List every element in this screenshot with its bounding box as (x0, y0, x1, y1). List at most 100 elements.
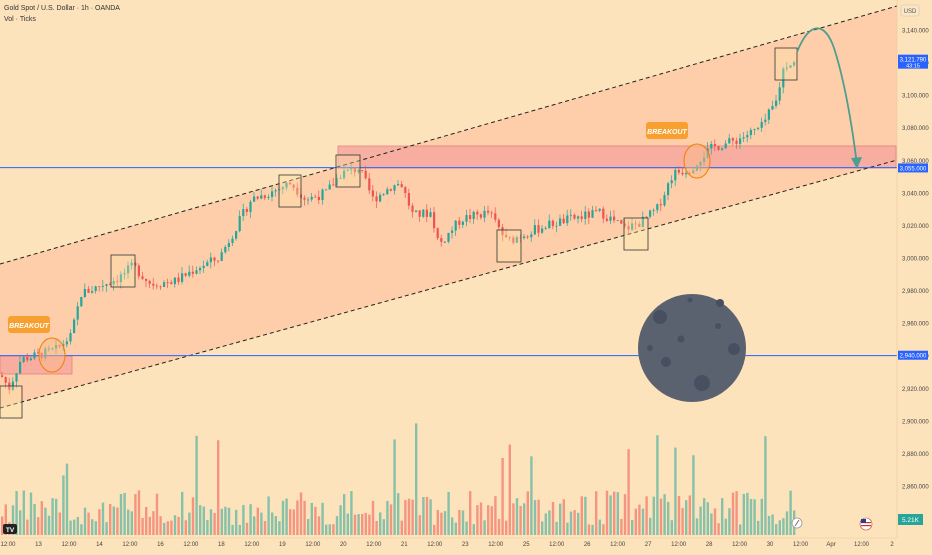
volume-bar (433, 524, 436, 535)
volume-bar (566, 522, 569, 535)
candle-body (346, 169, 349, 171)
channel-upper-line[interactable] (0, 5, 898, 265)
candle-body (785, 67, 788, 69)
candle-body (440, 238, 443, 242)
candle-body (382, 194, 385, 196)
time-tick-label: 12:00 (244, 542, 260, 548)
volume-bar (652, 496, 655, 535)
tradingview-logo-icon[interactable]: TV (3, 524, 17, 534)
volume-bar (724, 518, 727, 535)
volume-bar (195, 435, 198, 535)
candle-body (397, 184, 400, 186)
timer-icon[interactable] (791, 517, 803, 529)
candle-body (537, 225, 540, 233)
volume-bar (767, 515, 771, 535)
volume-bar (598, 519, 601, 535)
candle-body (317, 196, 320, 201)
candle-body (195, 270, 198, 274)
volume-tag: 5.21K (898, 514, 923, 525)
box-6 (623, 217, 649, 251)
volume-bar (317, 516, 321, 535)
candle-body (742, 137, 745, 139)
time-tick-label: 12:00 (305, 542, 321, 548)
candle-body (123, 273, 126, 275)
price-axis[interactable] (897, 0, 932, 550)
volume-bar (188, 512, 191, 535)
volume-bar (778, 520, 781, 535)
volume-bar (253, 516, 256, 535)
candle-body (767, 109, 770, 120)
volume-bar (497, 518, 501, 535)
price-tick-label: 3,020.000 (902, 224, 929, 230)
projection-arrow[interactable] (796, 27, 858, 166)
candle-body (274, 190, 277, 192)
candle-body (141, 276, 144, 279)
price-tick-label: 2,960.000 (902, 322, 929, 328)
volume-bar (789, 490, 792, 535)
chart-header: Gold Spot / U.S. Dollar · 1h · OANDA Vol… (4, 3, 120, 25)
volume-bar (166, 521, 169, 535)
volume-bar (537, 499, 540, 535)
volume-bar (447, 491, 450, 535)
volume-bar (760, 498, 763, 535)
volume-bar (274, 516, 277, 535)
candle-body (339, 178, 342, 179)
volume-bar (472, 524, 475, 535)
volume-bar (249, 504, 252, 535)
volume-bar (123, 492, 126, 535)
volume-bar (263, 521, 267, 535)
breakout-text-1: BREAKOUT (9, 323, 49, 330)
volume-bar (202, 506, 205, 535)
volume-bar (335, 516, 339, 535)
volume-bar (659, 498, 663, 535)
candle-body (483, 210, 486, 218)
candle-body (476, 211, 479, 215)
candle-body (530, 234, 533, 238)
volume-bar (310, 502, 313, 535)
volume-bar (44, 507, 47, 535)
candle-body (371, 190, 374, 197)
volume-bar (645, 496, 648, 535)
time-axis[interactable] (0, 538, 932, 550)
candle-body (206, 262, 209, 266)
candle-body (724, 143, 727, 149)
candle-body (249, 201, 252, 212)
volume-bar (415, 423, 418, 535)
us-flag-icon[interactable] (859, 517, 873, 531)
price-tick-label: 2,980.000 (902, 289, 929, 295)
volume-bar (422, 497, 425, 535)
candle-body (739, 138, 742, 144)
candle-body (659, 204, 662, 206)
candle-body (37, 352, 40, 354)
volume-bar (51, 498, 54, 535)
volume-bar (271, 512, 274, 535)
candle-body (83, 288, 86, 297)
currency-text: USD (904, 9, 917, 15)
volume-bar (731, 492, 735, 535)
candle-body (616, 220, 619, 222)
candle-body (209, 257, 212, 263)
volume-bar (551, 502, 555, 535)
candle-body (33, 352, 36, 359)
candle-body (584, 211, 587, 219)
candle-body (307, 199, 310, 201)
volume-bar (303, 500, 306, 535)
candle-body (760, 121, 763, 128)
candle-body (443, 241, 446, 243)
volume-bar (476, 505, 479, 535)
volume-bar (191, 497, 195, 535)
volume-bar (213, 512, 216, 535)
volume-bar (101, 502, 105, 535)
candle-body (746, 135, 749, 138)
candle-body (22, 356, 25, 362)
currency-badge[interactable]: USD (900, 4, 920, 17)
candle-body (479, 214, 482, 218)
volume-bar (220, 508, 223, 535)
candle-body (116, 281, 119, 283)
volume-bar (667, 501, 670, 535)
volume-bar (688, 495, 691, 535)
volume-bar (677, 495, 681, 535)
channel-lower-line[interactable] (0, 159, 898, 409)
candle-body (775, 100, 778, 106)
